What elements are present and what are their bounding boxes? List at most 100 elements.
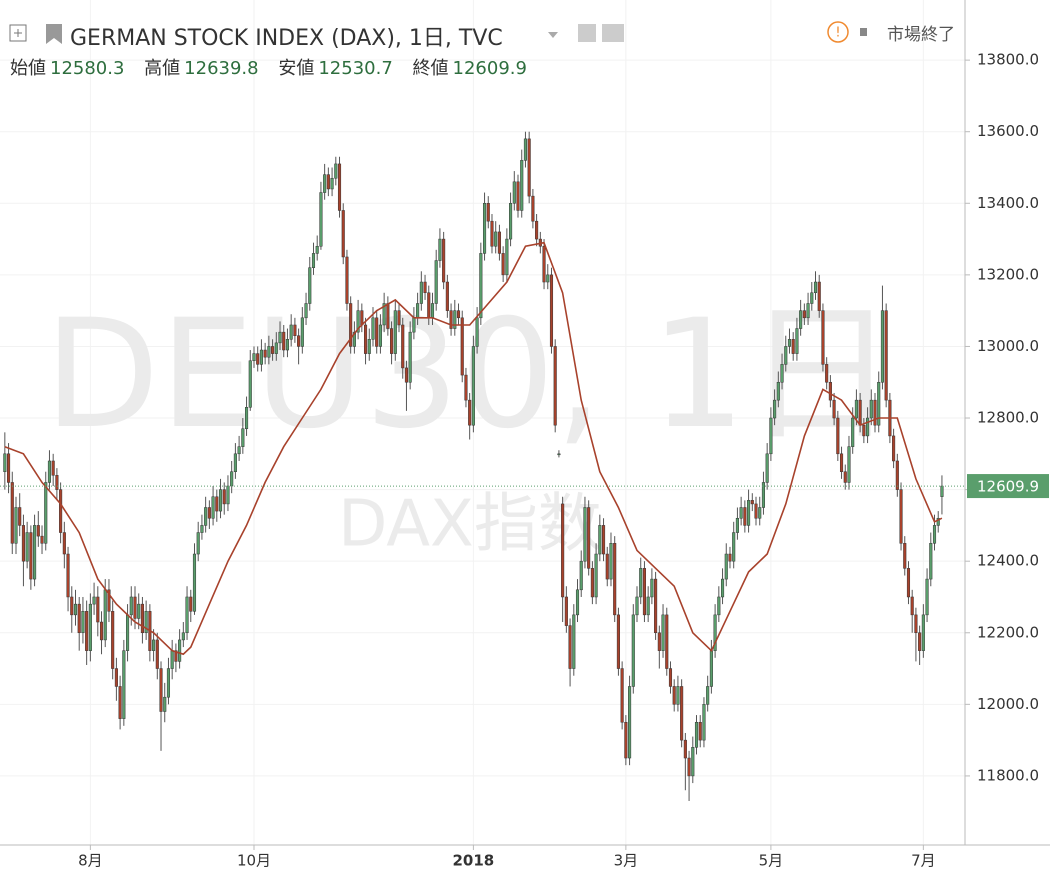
candle-body <box>795 328 799 354</box>
candle-body <box>218 489 223 512</box>
candle-body <box>334 163 338 179</box>
status-icon-mark: ! <box>835 26 840 41</box>
dropdown-icon[interactable] <box>548 32 558 38</box>
candle-body <box>486 203 490 222</box>
candle-body <box>412 317 416 333</box>
candle-body <box>747 500 751 526</box>
candle-body <box>170 650 174 669</box>
candle-body <box>99 621 104 641</box>
candle-body <box>806 303 810 319</box>
candle-body <box>535 220 539 240</box>
candle-body <box>204 507 208 526</box>
candle-body <box>635 596 639 616</box>
candle-body <box>698 721 702 741</box>
candle-body <box>754 503 758 519</box>
candle-body <box>81 611 85 634</box>
candle-body <box>854 399 858 419</box>
candle-body <box>423 281 427 294</box>
candle-body <box>568 625 572 669</box>
candle-body <box>144 611 148 634</box>
candle-body <box>230 471 234 487</box>
candle-body <box>103 589 107 641</box>
candle-body <box>579 560 583 591</box>
candle-body <box>126 614 130 651</box>
candle-body <box>918 632 922 651</box>
candle-body <box>14 507 18 544</box>
candle-body <box>497 231 501 254</box>
candle-body <box>776 381 780 401</box>
candle-body <box>810 292 814 304</box>
candle-body <box>438 238 442 261</box>
expand-icon[interactable] <box>9 24 27 42</box>
candle-body <box>683 739 687 759</box>
candle-body <box>468 399 472 426</box>
candle-body <box>259 349 263 365</box>
candle-body <box>739 507 743 519</box>
candle-body <box>787 339 792 347</box>
candle-body <box>36 525 40 537</box>
candle-body <box>416 303 420 319</box>
candle-body <box>330 177 334 190</box>
candle-body <box>494 231 498 247</box>
candle-body <box>832 399 836 419</box>
candle-body <box>337 163 342 211</box>
candle-body <box>267 346 271 358</box>
status-dot <box>860 28 867 36</box>
candle-body <box>356 310 360 333</box>
candle-body <box>88 603 92 651</box>
eye-icon[interactable] <box>578 24 596 42</box>
candle-body <box>572 614 576 669</box>
candle-body <box>237 446 241 455</box>
y-tick-label: 13600.0 <box>977 122 1039 140</box>
candle-body <box>122 650 126 719</box>
candle-body <box>780 364 784 383</box>
candle-body <box>561 503 565 598</box>
candle-body <box>178 639 182 662</box>
candle-body <box>929 543 933 580</box>
candle-body <box>590 568 594 598</box>
candle-body <box>85 611 89 651</box>
candle-body <box>241 428 245 447</box>
candle-body <box>542 245 546 283</box>
candle-body <box>527 138 531 197</box>
candle-body <box>650 578 654 598</box>
candle-body <box>665 614 669 669</box>
candle-body <box>21 525 25 562</box>
candle-body <box>345 256 349 304</box>
candle-body <box>676 686 680 705</box>
candle-body <box>40 535 44 544</box>
candle-body <box>29 532 33 580</box>
candle-body <box>839 453 844 472</box>
candle-body <box>449 310 453 329</box>
candle-body <box>404 367 409 383</box>
candle-body <box>735 517 739 533</box>
settings-icon[interactable] <box>602 24 624 42</box>
candle-body <box>282 331 286 351</box>
candle-body <box>813 281 818 294</box>
x-tick-label: 10月 <box>237 852 271 870</box>
candle-body <box>166 668 171 698</box>
candle-body <box>442 238 446 283</box>
candle-body <box>936 517 940 526</box>
candle-body <box>278 331 282 344</box>
candle-body <box>601 525 606 555</box>
candle-body <box>724 553 728 580</box>
candle-body <box>360 310 364 326</box>
candle-body <box>851 417 855 447</box>
candle-body <box>137 603 141 619</box>
x-tick-label: 8月 <box>78 852 103 870</box>
candle-body <box>293 324 297 336</box>
candle-body <box>906 568 911 598</box>
candle-body <box>222 489 226 505</box>
candle-body <box>553 346 557 426</box>
candle-body <box>59 489 63 533</box>
candle-body <box>252 353 256 362</box>
y-tick-label: 12800.0 <box>977 409 1039 427</box>
candle-body <box>7 453 11 483</box>
candle-body <box>706 686 710 705</box>
candle-body <box>654 578 658 634</box>
candle-body <box>73 603 78 616</box>
candle-body <box>297 335 301 347</box>
candle-body <box>471 346 475 426</box>
candle-body <box>155 639 159 669</box>
